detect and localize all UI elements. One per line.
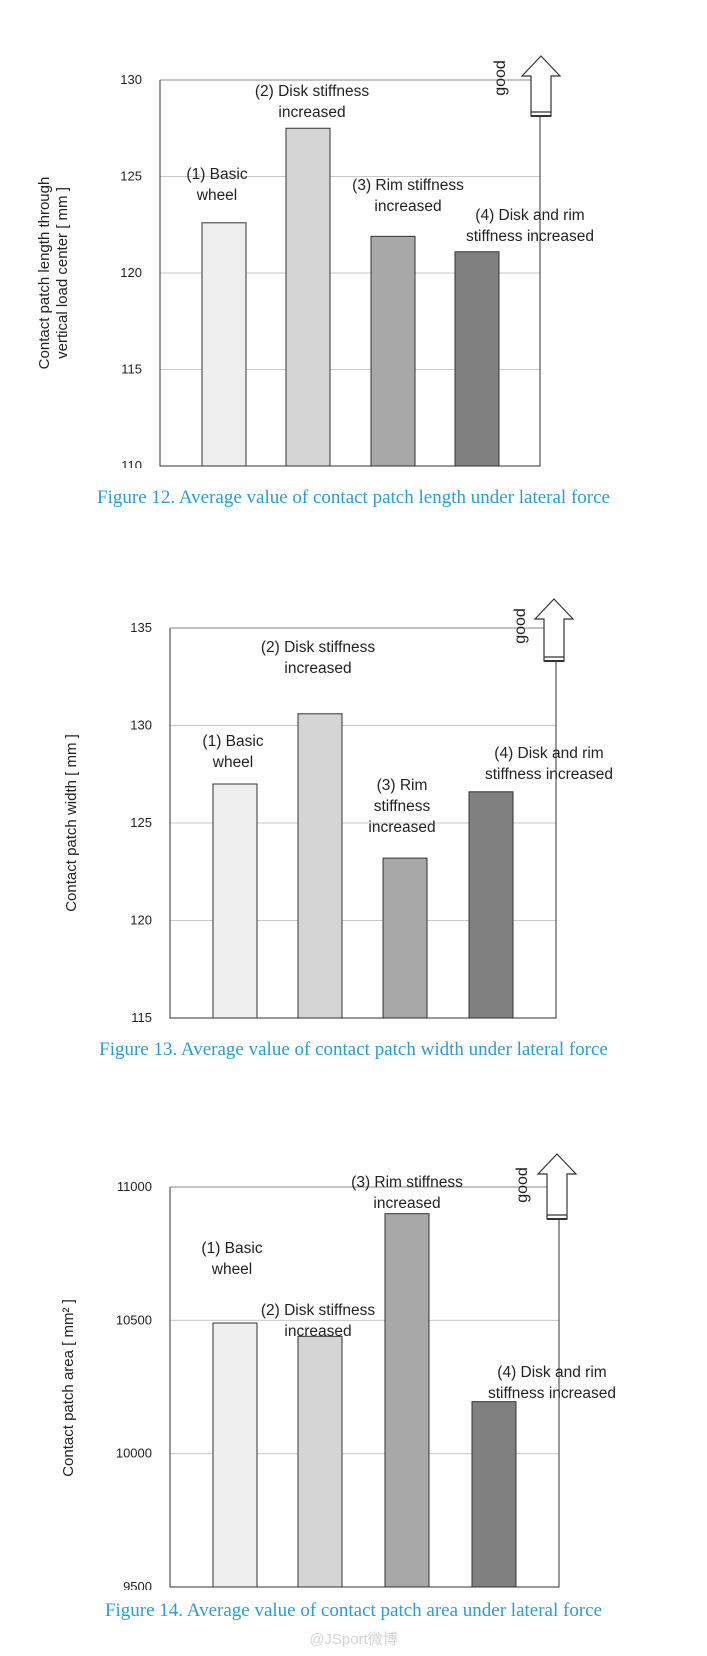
figure-13-caption: Figure 13. Average value of contact patc… [99,1039,608,1060]
y-tick-label: 130 [120,72,142,87]
chart-contact-patch-length: 110 115 120 125 130 (1) Basic wheel (2) Disk st… [36,55,594,468]
bar-label-4: (4) Disk and rim stiffness increased [466,207,594,245]
bar-label-1: (1) Basic wheel [186,166,247,204]
bar-label-3: (3) Rim stiffness increased [351,1174,463,1212]
y-axis-label: Contact patch width [ mm ] [63,734,80,912]
plot-frame [159,80,541,467]
bar-label-2: (2) Disk stiffness increased [261,639,376,677]
bar-label-3: (3) Rim stiffness increased [352,177,464,215]
figure-12-caption: Figure 12. Average value of contact patc… [97,487,610,508]
bar-1 [212,1322,258,1588]
watermark: @JSport微博 [309,1631,398,1648]
up-arrow-icon [533,598,575,662]
y-tick-label: 10000 [116,1446,152,1461]
bar-label-3: (3) Rim stiffness increased [368,777,435,836]
y-tick-label: 120 [120,265,142,280]
good-label: good [512,608,529,644]
chart-contact-patch-area: 9500 10000 10500 11000 (1) Basic wheel (2) Dis… [60,1153,616,1590]
y-axis-label: Contact patch length throughvertical loa… [36,177,71,370]
bar-1 [201,222,247,467]
bar-label-2: (2) Disk stiffness increased [255,83,370,121]
up-arrow-icon [520,55,562,117]
y-tick-label: 130 [130,718,152,733]
y-tick-label: 10500 [116,1312,152,1327]
y-tick-label: 125 [120,169,142,184]
bar-label-4: (4) Disk and rim stiffness increased [488,1364,616,1402]
bar-1 [212,783,258,1019]
good-label: good [492,60,509,96]
y-tick-label: 120 [130,913,152,928]
bar-2 [285,127,331,467]
y-tick-label: 110 [121,458,142,468]
plot-frame [169,628,557,1019]
bar-4 [468,791,514,1019]
y-tick-label: 125 [130,815,152,830]
bar-4 [471,1401,517,1588]
bar-2 [297,1335,343,1588]
good-label: good [514,1167,531,1203]
y-tick-label: 115 [121,362,142,377]
y-axis-label: Contact patch area [ mm² ] [60,1299,77,1477]
bar-3 [384,1213,430,1588]
plot-frame [169,1187,560,1588]
y-tick-label: 115 [131,1010,152,1025]
bar-2 [297,713,343,1019]
bar-3 [370,235,416,467]
bar-label-1: (1) Basic wheel [201,1240,262,1278]
figure-14-caption: Figure 14. Average value of contact patc… [104,1600,603,1621]
y-tick-label: 135 [130,620,152,635]
chart-contact-patch-width: 115 120 125 130 135 (1) Basic wheel (2) Disk st… [63,598,613,1025]
bar-4 [454,251,500,467]
bar-label-1: (1) Basic wheel [202,733,263,771]
bar-label-2: (2) Disk stiffness increased [261,1302,376,1340]
y-tick-label: 11000 [117,1179,152,1194]
bar-label-4: (4) Disk and rim stiffness increased [485,745,613,783]
y-tick-label: 9500 [123,1579,152,1590]
bar-3 [382,857,428,1019]
